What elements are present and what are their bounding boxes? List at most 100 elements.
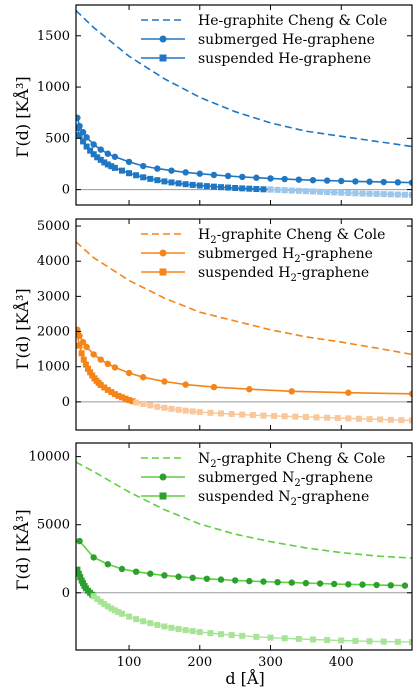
data-point bbox=[101, 384, 108, 391]
data-point bbox=[83, 343, 90, 351]
y-tick-label: 0 bbox=[62, 586, 70, 601]
data-point-faded bbox=[394, 638, 401, 645]
data-point bbox=[115, 392, 122, 399]
legend-label: submerged N2-graphene bbox=[198, 470, 373, 489]
data-point bbox=[125, 369, 133, 377]
data-point bbox=[224, 172, 232, 180]
data-point-faded bbox=[387, 191, 394, 198]
data-point-faded bbox=[133, 616, 140, 623]
data-point-faded bbox=[387, 416, 394, 423]
data-point bbox=[196, 182, 203, 189]
data-point-faded bbox=[101, 601, 108, 608]
data-point-faded bbox=[111, 607, 118, 614]
y-tick-label: 5000 bbox=[37, 219, 70, 234]
data-point bbox=[288, 579, 295, 586]
data-point-faded bbox=[147, 402, 154, 409]
data-point-faded bbox=[108, 605, 115, 612]
data-point bbox=[76, 342, 83, 349]
data-point bbox=[260, 186, 267, 193]
y-tick-label: 4000 bbox=[37, 254, 70, 269]
data-point-faded bbox=[218, 410, 225, 417]
data-point-faded bbox=[302, 188, 309, 195]
data-point-faded bbox=[366, 190, 373, 197]
data-point-faded bbox=[228, 410, 235, 417]
data-point-faded bbox=[281, 635, 288, 642]
legend-marker bbox=[159, 35, 167, 43]
data-point bbox=[108, 163, 115, 170]
legend-marker bbox=[159, 492, 167, 500]
data-point-faded bbox=[161, 404, 168, 411]
legend-label: He-graphite Cheng & Cole bbox=[198, 13, 387, 29]
data-point-faded bbox=[147, 620, 154, 627]
x-tick-label: 300 bbox=[258, 655, 283, 670]
data-point-faded bbox=[182, 627, 189, 634]
data-point bbox=[168, 179, 175, 186]
data-point-faded bbox=[239, 632, 246, 639]
data-point bbox=[182, 381, 189, 388]
data-point bbox=[76, 537, 83, 545]
series-line bbox=[76, 241, 412, 356]
data-point bbox=[281, 175, 288, 183]
data-point bbox=[373, 581, 380, 589]
data-point bbox=[253, 186, 260, 192]
data-point bbox=[111, 391, 118, 398]
data-point bbox=[366, 178, 373, 185]
data-point bbox=[345, 581, 352, 588]
data-point bbox=[345, 389, 352, 396]
data-point bbox=[338, 177, 345, 185]
y-tick-label: 5000 bbox=[37, 518, 70, 533]
y-axis-title-1: Γ(d) [KÅ³] bbox=[12, 76, 32, 157]
data-point bbox=[76, 114, 81, 122]
data-point bbox=[161, 178, 168, 185]
data-point bbox=[104, 161, 111, 168]
data-point-faded bbox=[168, 405, 175, 412]
data-point-faded bbox=[288, 187, 295, 194]
data-point-faded bbox=[196, 629, 203, 636]
data-point-faded bbox=[253, 633, 260, 640]
data-point-faded bbox=[324, 189, 331, 196]
data-point bbox=[239, 185, 246, 192]
y-tick-label: 10000 bbox=[29, 450, 70, 465]
data-point bbox=[97, 156, 104, 163]
series-line bbox=[76, 10, 412, 148]
legend-label: submerged He-graphene bbox=[198, 32, 375, 48]
data-point-faded bbox=[133, 399, 140, 406]
panel-1: 0 500 1000 1500 He-graphite Cheng & Cole subm… bbox=[37, 4, 413, 206]
data-point bbox=[401, 582, 409, 589]
data-point bbox=[217, 576, 225, 583]
series-line bbox=[76, 461, 412, 559]
legend-label: suspended N2-graphene bbox=[198, 489, 369, 508]
legend-marker bbox=[159, 268, 167, 276]
data-point-faded bbox=[394, 191, 401, 198]
data-point bbox=[246, 386, 253, 393]
data-point-faded bbox=[366, 638, 373, 645]
data-point-faded bbox=[207, 409, 214, 416]
series-2 bbox=[76, 326, 412, 397]
data-point-faded bbox=[189, 628, 196, 635]
data-point bbox=[203, 183, 210, 190]
data-point-faded bbox=[218, 631, 225, 638]
y-tick-label: 2000 bbox=[37, 325, 70, 340]
data-point bbox=[210, 171, 218, 179]
y-tick-label: 1000 bbox=[37, 80, 70, 95]
data-point bbox=[125, 158, 133, 166]
data-point bbox=[129, 398, 136, 405]
data-point bbox=[394, 179, 402, 186]
series-line bbox=[78, 540, 405, 587]
data-point bbox=[126, 397, 133, 404]
data-point-faded bbox=[94, 595, 101, 602]
data-point bbox=[175, 573, 182, 580]
data-point bbox=[111, 153, 119, 160]
data-point-faded bbox=[140, 618, 147, 625]
data-point bbox=[168, 167, 175, 174]
data-point bbox=[87, 369, 94, 376]
data-point bbox=[97, 381, 104, 388]
data-point-faded bbox=[380, 191, 387, 198]
data-point bbox=[140, 174, 147, 181]
data-point-faded bbox=[366, 416, 373, 423]
data-point-faded bbox=[104, 603, 111, 610]
data-point bbox=[189, 574, 196, 582]
data-point bbox=[196, 170, 203, 177]
